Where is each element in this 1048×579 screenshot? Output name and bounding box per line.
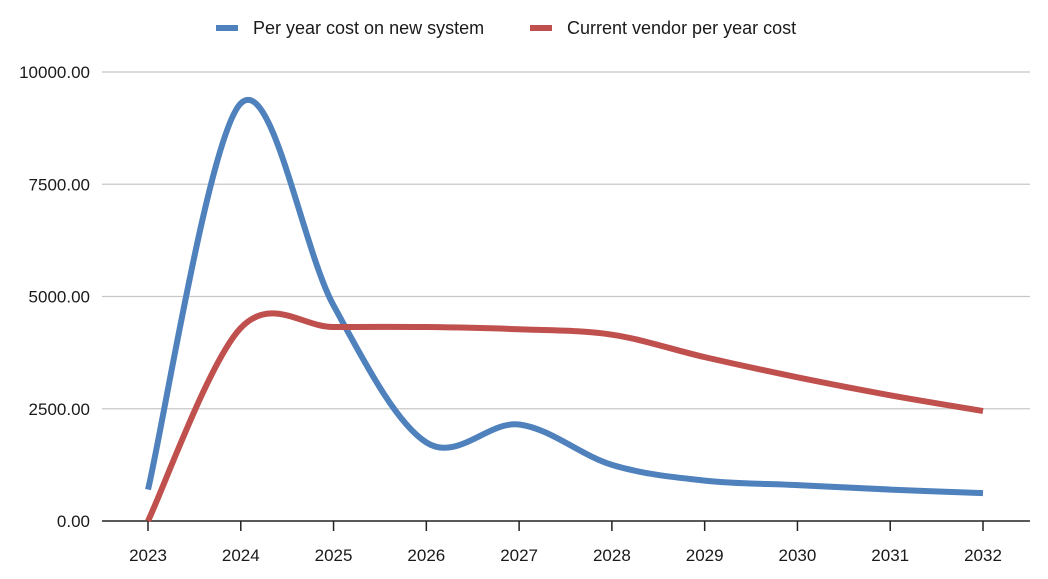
x-tick-label: 2027 [500,546,538,565]
x-tick-label: 2031 [871,546,909,565]
series-line-2 [145,310,984,523]
y-tick-label: 7500.00 [29,175,90,194]
legend: Per year cost on new system Current vendo… [216,18,796,38]
x-tick-label: 2029 [686,546,724,565]
x-tick-label: 2028 [593,546,631,565]
x-tick-label: 2023 [129,546,167,565]
series-line-1 [145,97,984,497]
x-tick-label: 2030 [779,546,817,565]
x-tick-label: 2026 [407,546,445,565]
x-tick-label: 2025 [315,546,353,565]
y-tick-label: 0.00 [57,512,90,531]
x-tick-label: 2032 [964,546,1002,565]
y-tick-label: 5000.00 [29,288,90,307]
y-tick-label: 2500.00 [29,400,90,419]
y-tick-label: 10000.00 [19,63,90,82]
series-lines [145,97,984,523]
y-axis: 0.00 2500.00 5000.00 7500.00 10000.00 [19,63,90,531]
x-tick-label: 2024 [222,546,260,565]
x-axis: 2023 2024 2025 2026 2027 2028 2029 2030 2031 2032 [102,520,1030,565]
gridlines [102,71,1030,410]
legend-label-1: Per year cost on new system [253,18,484,38]
legend-label-2: Current vendor per year cost [567,18,796,38]
